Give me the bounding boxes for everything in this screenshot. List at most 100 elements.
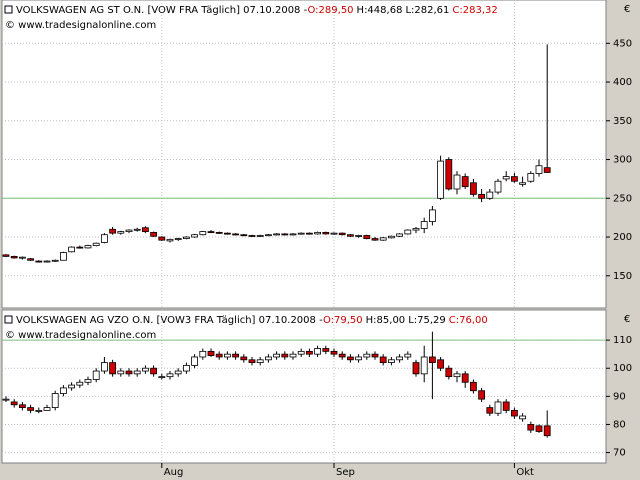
candle-body [35, 260, 43, 263]
candle-body [76, 381, 84, 386]
candle-body [289, 353, 297, 358]
source-label: © www.tradesignalonline.com [5, 20, 156, 31]
candle-body [527, 173, 535, 182]
candle-body [84, 245, 92, 249]
candle-body [158, 236, 166, 241]
candle-body [174, 370, 182, 375]
candle-body [27, 407, 35, 411]
candle-body [510, 176, 518, 182]
candle-body [166, 238, 174, 242]
candle-body [363, 353, 371, 358]
candle-body [379, 356, 387, 364]
candle-body [158, 376, 166, 379]
candle-body [10, 256, 18, 259]
candle-body [379, 237, 387, 241]
y-tick-label: 250 [613, 193, 632, 204]
candle-body [43, 407, 51, 411]
candle-body [478, 390, 486, 400]
candle-body [412, 228, 420, 231]
source-label: © www.tradesignalonline.com [5, 330, 156, 341]
candle-body [141, 227, 149, 233]
candle-body [240, 234, 248, 237]
candle-body [305, 350, 313, 355]
candle-body [494, 180, 502, 193]
candle-body [207, 231, 215, 234]
ohlc-label: O:289,50 [307, 5, 353, 16]
candle-body [338, 232, 346, 236]
candle-body [543, 167, 551, 173]
candle-body [264, 356, 272, 361]
candle-body [387, 235, 395, 239]
candle-body [92, 370, 100, 380]
candle-body [371, 238, 379, 241]
header-icon [4, 5, 13, 14]
candle-body [322, 348, 330, 352]
candle-body [486, 407, 494, 414]
y-tick-label: 110 [613, 335, 632, 346]
candle-body [281, 353, 289, 358]
candle-body [510, 409, 518, 417]
candle-body [527, 424, 535, 431]
candle-body [223, 353, 231, 358]
y-tick-label: 450 [613, 38, 632, 49]
candle-body [76, 246, 84, 249]
ohlc-label: L:282,61 [405, 5, 449, 16]
candle-body [101, 362, 108, 372]
candle-body [51, 393, 59, 408]
candle-body [428, 209, 436, 222]
candle-body [437, 160, 445, 199]
candle-body [469, 182, 477, 195]
candle-body [174, 238, 182, 240]
candle-body [412, 362, 420, 375]
candle-body [404, 353, 412, 358]
candle-body [256, 235, 264, 237]
candle-body [355, 356, 363, 361]
candle-body [141, 367, 149, 372]
candle-body [27, 258, 35, 261]
candle-body [396, 233, 404, 237]
candle-body [297, 350, 305, 355]
candle-body [10, 401, 18, 406]
ohlc-label: C:76,00 [449, 315, 488, 326]
candle-body [543, 425, 551, 437]
x-tick-label: Aug [164, 467, 184, 478]
candle-body [101, 234, 108, 243]
panel-background [1, 309, 607, 464]
candle-body [18, 404, 26, 408]
candle-body [445, 159, 453, 190]
candle-body [68, 246, 75, 253]
y-tick-label: 200 [613, 232, 632, 243]
candle-body [297, 232, 305, 235]
panel-background [1, 0, 607, 309]
unit-label: € [624, 314, 630, 325]
chart-title-text: VOLKSWAGEN AG VZO O.N. [VOW3 FRA Täglich… [16, 315, 323, 326]
candle-body [428, 356, 436, 364]
candle-body [256, 359, 264, 364]
x-tick-label: Okt [516, 467, 534, 478]
candle-body [18, 256, 26, 259]
candle-body [396, 356, 404, 361]
candle-body [182, 365, 190, 372]
candle-body [338, 353, 346, 358]
candle-body [199, 231, 207, 236]
header-icon [4, 315, 13, 324]
candle-body [519, 415, 526, 420]
candle-body [420, 356, 428, 375]
candle-body [51, 259, 59, 262]
candle-body [232, 233, 240, 236]
candle-body [109, 362, 116, 375]
candle-body [355, 235, 363, 237]
candle-body [494, 401, 502, 414]
candle-body [215, 231, 223, 234]
y-tick-label: 150 [613, 271, 632, 282]
candle-body [387, 359, 395, 364]
candle-body [133, 370, 141, 375]
y-tick-label: 80 [613, 419, 626, 430]
candle-body [314, 348, 322, 355]
candle-body [535, 165, 543, 174]
chart-title: VOLKSWAGEN AG VZO O.N. [VOW3 FRA Täglich… [16, 315, 488, 326]
y-tick-label: 90 [613, 391, 626, 402]
y-tick-label: 400 [613, 77, 632, 88]
candle-body [371, 353, 379, 358]
candle-body [191, 234, 199, 238]
